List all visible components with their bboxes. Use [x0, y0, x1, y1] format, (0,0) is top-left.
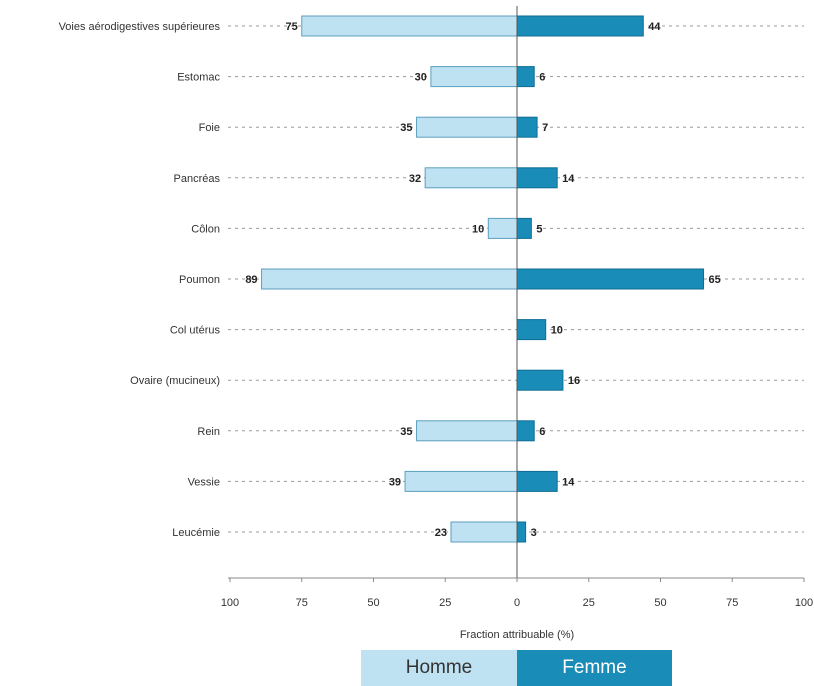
- bar-femme: [516, 66, 535, 88]
- category-label: Rein: [197, 426, 220, 438]
- category-label: Col utérus: [170, 325, 221, 337]
- legend-femme-label: Femme: [562, 657, 627, 678]
- value-label-femme: 10: [551, 325, 563, 337]
- legend-femme: Femme: [517, 650, 672, 686]
- value-label-homme: 10: [472, 223, 484, 235]
- category-label: Voies aérodigestives supérieures: [59, 21, 221, 33]
- legend-homme-label: Homme: [405, 657, 473, 678]
- value-label-femme: 16: [568, 375, 580, 387]
- category-label: Poumon: [179, 274, 220, 286]
- bar-femme: [516, 167, 558, 189]
- bar-homme: [404, 470, 518, 492]
- x-tick-label: 25: [439, 597, 451, 609]
- bar-homme: [487, 217, 518, 239]
- value-label-femme: 14: [562, 476, 575, 488]
- value-label-homme: 35: [400, 426, 412, 438]
- value-label-femme: 6: [539, 72, 545, 84]
- category-label: Estomac: [177, 72, 220, 84]
- x-tick-label: 0: [514, 597, 520, 609]
- x-tick-label: 25: [583, 597, 595, 609]
- x-tick-label: 75: [296, 597, 308, 609]
- category-label: Côlon: [191, 223, 220, 235]
- bar-femme: [516, 319, 547, 341]
- value-label-femme: 3: [531, 527, 537, 539]
- value-labels: 75 44 30 6 35 7 32 14 10 5 89 65 10 16 35 6 39 14 23 3: [245, 21, 720, 539]
- value-label-homme: 75: [286, 21, 298, 33]
- bar-homme: [416, 420, 518, 442]
- series-homme: [261, 15, 518, 543]
- bar-homme: [450, 521, 518, 543]
- x-tick-label: 75: [726, 597, 738, 609]
- bar-femme: [516, 116, 538, 138]
- x-tick-label: 50: [367, 597, 379, 609]
- category-labels: Voies aérodigestives supérieures Estomac F…: [59, 21, 221, 539]
- value-label-homme: 89: [245, 274, 257, 286]
- bar-homme: [261, 268, 518, 290]
- value-label-femme: 44: [648, 21, 661, 33]
- value-label-femme: 14: [562, 173, 575, 185]
- bar-femme: [516, 15, 644, 37]
- bar-femme: [516, 470, 558, 492]
- x-axis: 100 75 50 25 0 25 50 75 100: [221, 577, 813, 609]
- bar-femme: [516, 420, 535, 442]
- value-label-femme: 65: [709, 274, 721, 286]
- value-label-femme: 7: [542, 122, 548, 134]
- bar-femme: [516, 369, 564, 391]
- bar-femme: [516, 521, 527, 543]
- category-label: Foie: [199, 122, 220, 134]
- value-label-homme: 23: [435, 527, 447, 539]
- category-label: Ovaire (mucineux): [130, 375, 220, 387]
- value-label-femme: 5: [536, 223, 542, 235]
- value-label-femme: 6: [539, 426, 545, 438]
- bar-femme: [516, 268, 705, 290]
- bar-homme: [301, 15, 518, 37]
- value-label-homme: 35: [400, 122, 412, 134]
- series-femme: [516, 15, 705, 543]
- legend-homme: Homme: [361, 650, 517, 686]
- value-label-homme: 39: [389, 476, 401, 488]
- x-tick-label: 50: [654, 597, 666, 609]
- x-tick-label: 100: [795, 597, 813, 609]
- x-tick-label: 100: [221, 597, 239, 609]
- value-label-homme: 30: [415, 72, 427, 84]
- category-label: Pancréas: [174, 173, 221, 185]
- bar-femme: [516, 217, 532, 239]
- bar-homme: [424, 167, 518, 189]
- x-axis-label: Fraction attribuable (%): [460, 629, 574, 641]
- category-label: Vessie: [188, 476, 220, 488]
- category-label: Leucémie: [172, 527, 220, 539]
- bar-homme: [416, 116, 518, 138]
- bar-homme: [430, 66, 518, 88]
- value-label-homme: 32: [409, 173, 421, 185]
